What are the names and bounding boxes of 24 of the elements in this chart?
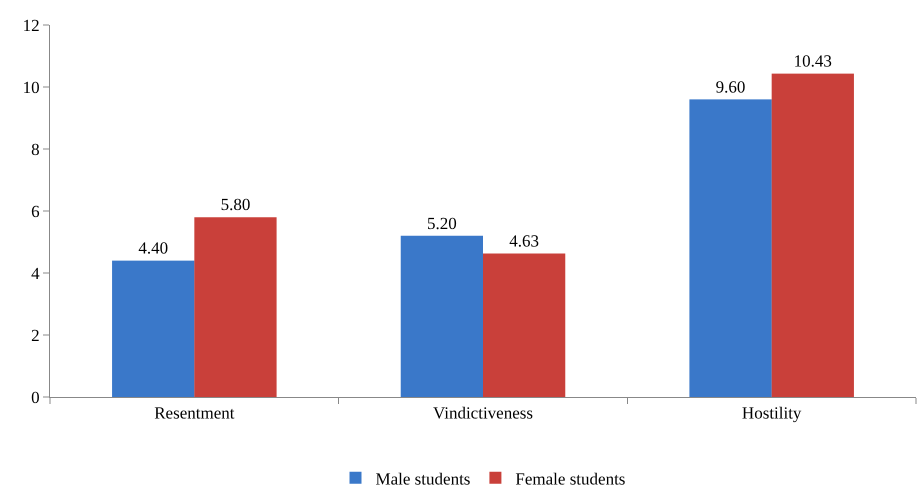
y-tick-label: 6 (31, 202, 40, 221)
bar (194, 217, 277, 397)
legend-label: Female students (515, 469, 626, 488)
x-tick-label: Hostility (742, 403, 802, 422)
y-tick-label: 4 (31, 264, 40, 283)
legend-label: Male students (376, 469, 470, 488)
y-tick-label: 8 (31, 140, 40, 159)
data-label: 4.40 (138, 238, 168, 258)
bar (689, 99, 772, 397)
bar (483, 253, 566, 397)
bar (400, 236, 483, 397)
bar (112, 260, 194, 397)
x-tick-label: Resentment (154, 403, 235, 422)
data-label: 5.80 (220, 195, 250, 214)
data-label: 9.60 (716, 77, 746, 96)
data-label: 5.20 (426, 214, 457, 233)
x-tick-label: Vindictiveness (432, 403, 534, 422)
bar (772, 74, 854, 397)
data-label: 4.63 (509, 231, 540, 250)
y-tick-label: 0 (31, 388, 40, 407)
y-tick-label: 2 (31, 326, 40, 345)
data-label: 10.43 (794, 52, 832, 71)
y-tick-label: 12 (22, 16, 40, 35)
y-tick-label: 10 (22, 78, 40, 97)
